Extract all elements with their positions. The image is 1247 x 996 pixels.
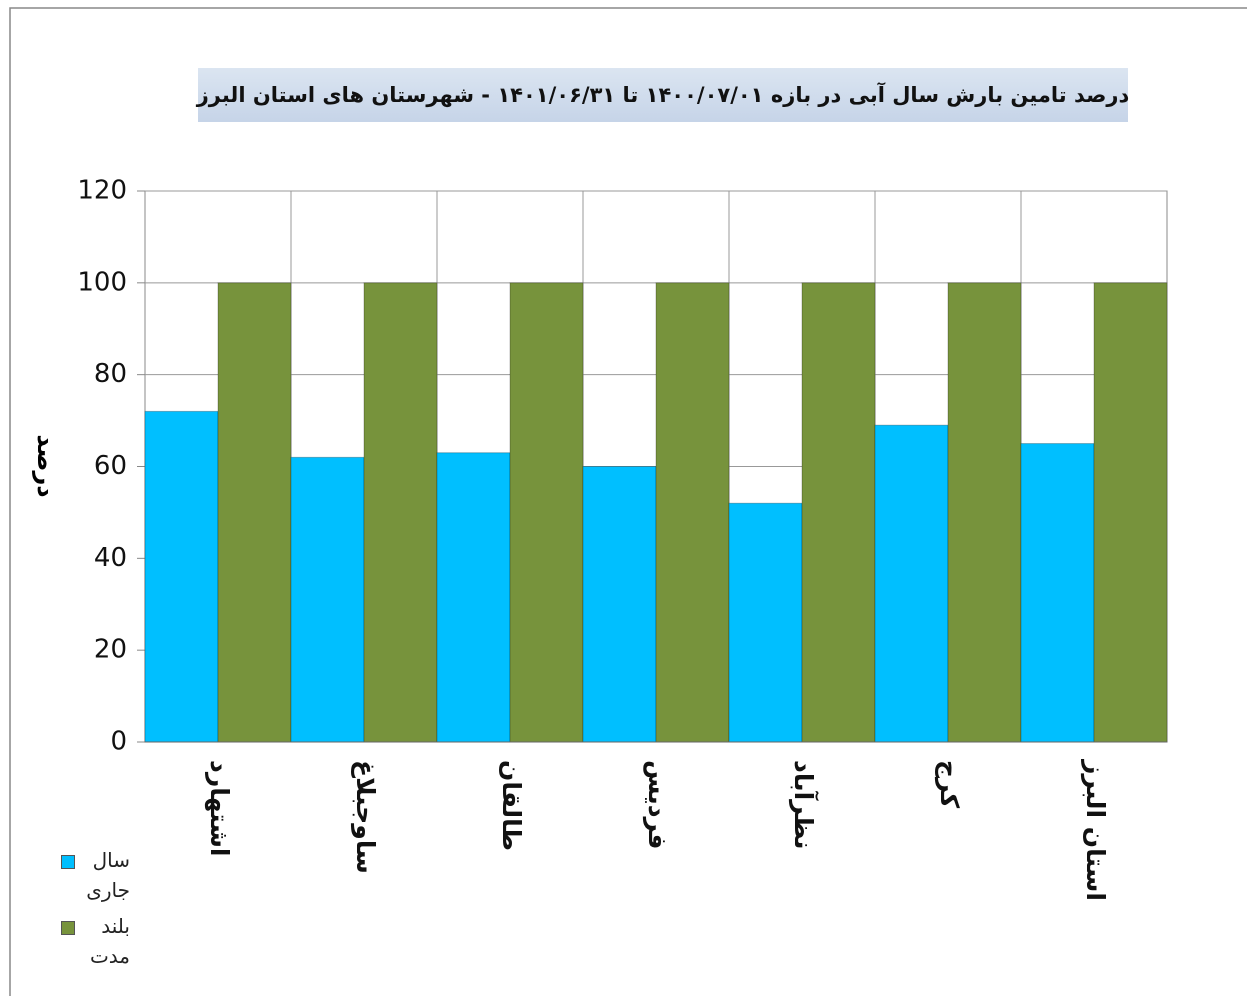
- legend-swatch: [61, 854, 75, 869]
- legend-label: بلند مدت: [89, 914, 130, 968]
- legend-label: سال جاری: [86, 848, 130, 902]
- legend-swatch: [61, 920, 75, 935]
- chart-title: درصد تامین بارش سال آبی در بازه ۱۴۰۰/۰۷/…: [196, 82, 1130, 107]
- y-axis-label: درصد: [32, 434, 60, 497]
- title-box: [198, 68, 1128, 122]
- bar: [1020, 443, 1095, 743]
- x-tick-label: کرج: [934, 760, 964, 809]
- bar: [436, 452, 511, 743]
- y-tick-label: 100: [77, 267, 127, 297]
- legend: سال جاری بلند مدت: [30, 845, 130, 977]
- bar: [363, 282, 438, 743]
- x-tick-label: نظرآباد: [788, 760, 819, 849]
- x-tick-label: فردیس: [642, 760, 672, 849]
- bar: [874, 424, 949, 743]
- frame: [9, 7, 1247, 996]
- y-tick-label: 20: [94, 635, 127, 665]
- bar: [217, 282, 292, 743]
- y-tick-label: 0: [110, 727, 127, 757]
- bar: [290, 456, 365, 743]
- bar: [582, 466, 657, 743]
- legend-item: سال جاری: [30, 845, 130, 905]
- bar: [509, 282, 584, 743]
- legend-item: بلند مدت: [30, 911, 130, 971]
- bar: [1093, 282, 1168, 743]
- x-tick-label: طالقان: [497, 760, 526, 851]
- bar: [144, 410, 219, 743]
- y-tick-label: 60: [94, 451, 127, 481]
- bar: [655, 282, 730, 743]
- y-tick-label: 120: [77, 176, 127, 206]
- y-tick-label: 40: [94, 543, 127, 573]
- x-tick-label: استان البرز: [1080, 758, 1110, 901]
- y-tick-label: 80: [94, 359, 127, 389]
- x-tick-label: اشتهارد: [204, 760, 234, 856]
- bar: [947, 282, 1022, 743]
- bar: [801, 282, 876, 743]
- bar: [728, 502, 803, 743]
- x-tick-label: ساوجبلاغ: [350, 760, 380, 874]
